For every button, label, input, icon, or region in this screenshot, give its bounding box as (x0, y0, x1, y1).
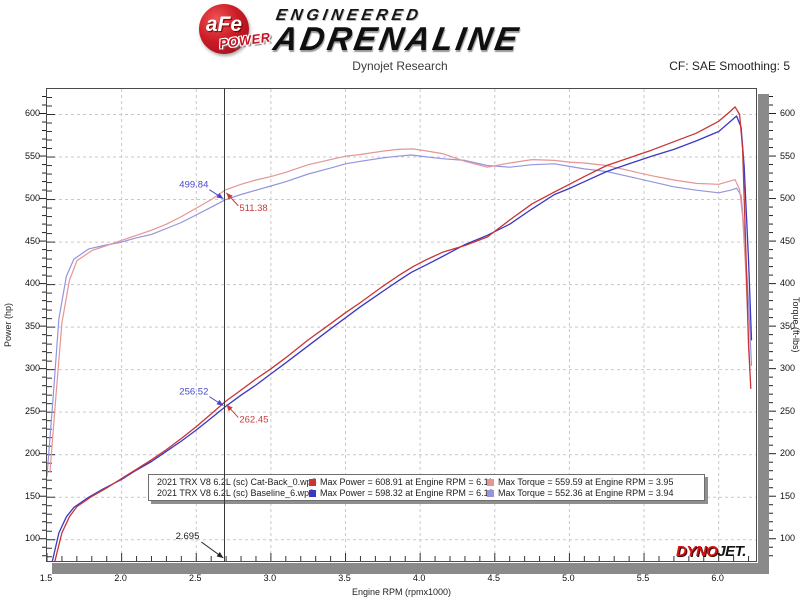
x-tick-label: 5.0 (562, 573, 575, 583)
x-tick-label: 4.5 (487, 573, 501, 583)
annotation-arrowhead (226, 404, 233, 412)
y-tick-label-left: 500 (24, 193, 40, 204)
y-tick-label-right: 100 (780, 533, 796, 544)
x-tick-label: 5.5 (636, 573, 650, 583)
power-swatch (309, 479, 316, 486)
y-tick-label-left: 450 (24, 235, 40, 246)
max-torque-text: Max Torque = 552.36 at Engine RPM = 3.94 (498, 488, 674, 498)
max-torque-text: Max Torque = 559.59 at Engine RPM = 3.95 (498, 477, 674, 487)
cf-smoothing-label: CF: SAE Smoothing: 5 (669, 59, 790, 73)
annotation-arrowhead (216, 552, 224, 558)
y-tick-label-left: 300 (24, 363, 40, 374)
y-tick-label-right: 300 (780, 363, 796, 374)
legend-box[interactable]: 2021 TRX V8 6.2L (sc) Cat-Back_0.wp8 Max… (148, 474, 705, 501)
y-tick-label-left: 200 (24, 448, 40, 459)
legend-row-baseline: 2021 TRX V8 6.2L (sc) Baseline_6.wp8 Max… (157, 488, 700, 498)
adrenaline-title: ADRENALINE (270, 20, 524, 57)
run-name: 2021 TRX V8 6.2L (sc) Baseline_6.wp8 (157, 488, 315, 498)
registered-mark: ® (246, 6, 251, 12)
y-tick-label-left: 400 (24, 278, 40, 289)
y-axis-title-torque: Torque (ft-lbs) (791, 297, 800, 353)
x-tick-label: 2.0 (114, 573, 127, 583)
y-tick-label-right: 450 (780, 235, 796, 246)
dynojet-logo-jet: JET. (717, 543, 746, 560)
annotation-arrowhead (226, 192, 233, 200)
y-tick-label-left: 550 (24, 150, 40, 161)
max-power-entry: Max Power = 608.91 at Engine RPM = 6.11 (309, 477, 493, 487)
dynojet-research-subtitle: Dynojet Research (352, 59, 448, 73)
x-tick-label: 6.0 (711, 573, 724, 583)
curve-baseline-torque (46, 154, 753, 477)
cursor-readout: 511.38 (239, 203, 267, 214)
y-tick-label-right: 500 (780, 193, 796, 204)
cursor-line[interactable] (224, 88, 226, 562)
curve-cat-back-power (49, 106, 752, 582)
plot-shadow-bottom (52, 563, 769, 574)
dynojet-logo-dyno: DYNO (676, 543, 718, 560)
y-tick-label-right: 600 (780, 108, 796, 118)
x-tick-label: 3.5 (338, 573, 351, 583)
x-axis-title: Engine RPM (rpmx1000) (351, 587, 452, 597)
run-name: 2021 TRX V8 6.2L (sc) Cat-Back_0.wp8 (157, 477, 317, 487)
cursor-readout: 262.45 (239, 415, 268, 426)
y-tick-label-right: 200 (780, 448, 796, 459)
left-axis-ticks (39, 96, 46, 557)
y-tick-label-left: 100 (24, 533, 40, 544)
y-tick-label-left: 350 (24, 320, 40, 331)
max-power-text: Max Power = 608.91 at Engine RPM = 6.11 (320, 477, 493, 487)
right-axis-ticks (769, 96, 776, 557)
curve-cat-back-torque (49, 148, 751, 473)
y-tick-label-right: 400 (780, 278, 796, 289)
y-tick-label-left: 600 (24, 108, 40, 118)
torque-swatch (487, 490, 494, 497)
power-swatch (309, 490, 316, 497)
y-tick-label-right: 150 (780, 490, 796, 501)
cursor-rpm-label: 2.695 (176, 531, 200, 542)
max-torque-entry: Max Torque = 559.59 at Engine RPM = 3.95 (487, 477, 700, 487)
max-power-text: Max Power = 598.32 at Engine RPM = 6.12 (320, 488, 494, 498)
annotation-arrowhead (216, 192, 224, 199)
max-torque-entry: Max Torque = 552.36 at Engine RPM = 3.94 (487, 488, 700, 498)
plot-shadow-right (758, 94, 769, 574)
afe-logo-text: aFe (205, 13, 243, 36)
torque-swatch (487, 479, 494, 486)
x-tick-label: 4.0 (412, 573, 426, 583)
x-tick-label: 2.5 (188, 573, 202, 583)
max-power-entry: Max Power = 598.32 at Engine RPM = 6.12 (309, 488, 494, 498)
y-tick-label-left: 250 (24, 405, 40, 416)
cursor-readout: 256.52 (179, 387, 208, 398)
y-tick-label-right: 550 (780, 150, 796, 161)
x-tick-label: 1.5 (39, 573, 53, 583)
afe-logo-ball: aFe ® (199, 4, 251, 54)
curve-baseline-power (46, 115, 753, 583)
cursor-readout: 499.84 (179, 180, 208, 191)
y-tick-label-right: 350 (780, 320, 796, 331)
dyno-chart-canvas: 499.84 511.38 256.52 262.45 2.695 (46, 89, 756, 583)
y-tick-label-left: 150 (24, 490, 40, 501)
dynojet-logo: DYNOJET. (676, 543, 746, 560)
x-tick-label: 3.0 (263, 573, 277, 583)
annotation-arrowhead (216, 399, 224, 406)
y-tick-label-right: 250 (780, 405, 796, 416)
legend-row-catback: 2021 TRX V8 6.2L (sc) Cat-Back_0.wp8 Max… (157, 477, 700, 487)
y-axis-title-power: Power (hp) (3, 303, 13, 348)
